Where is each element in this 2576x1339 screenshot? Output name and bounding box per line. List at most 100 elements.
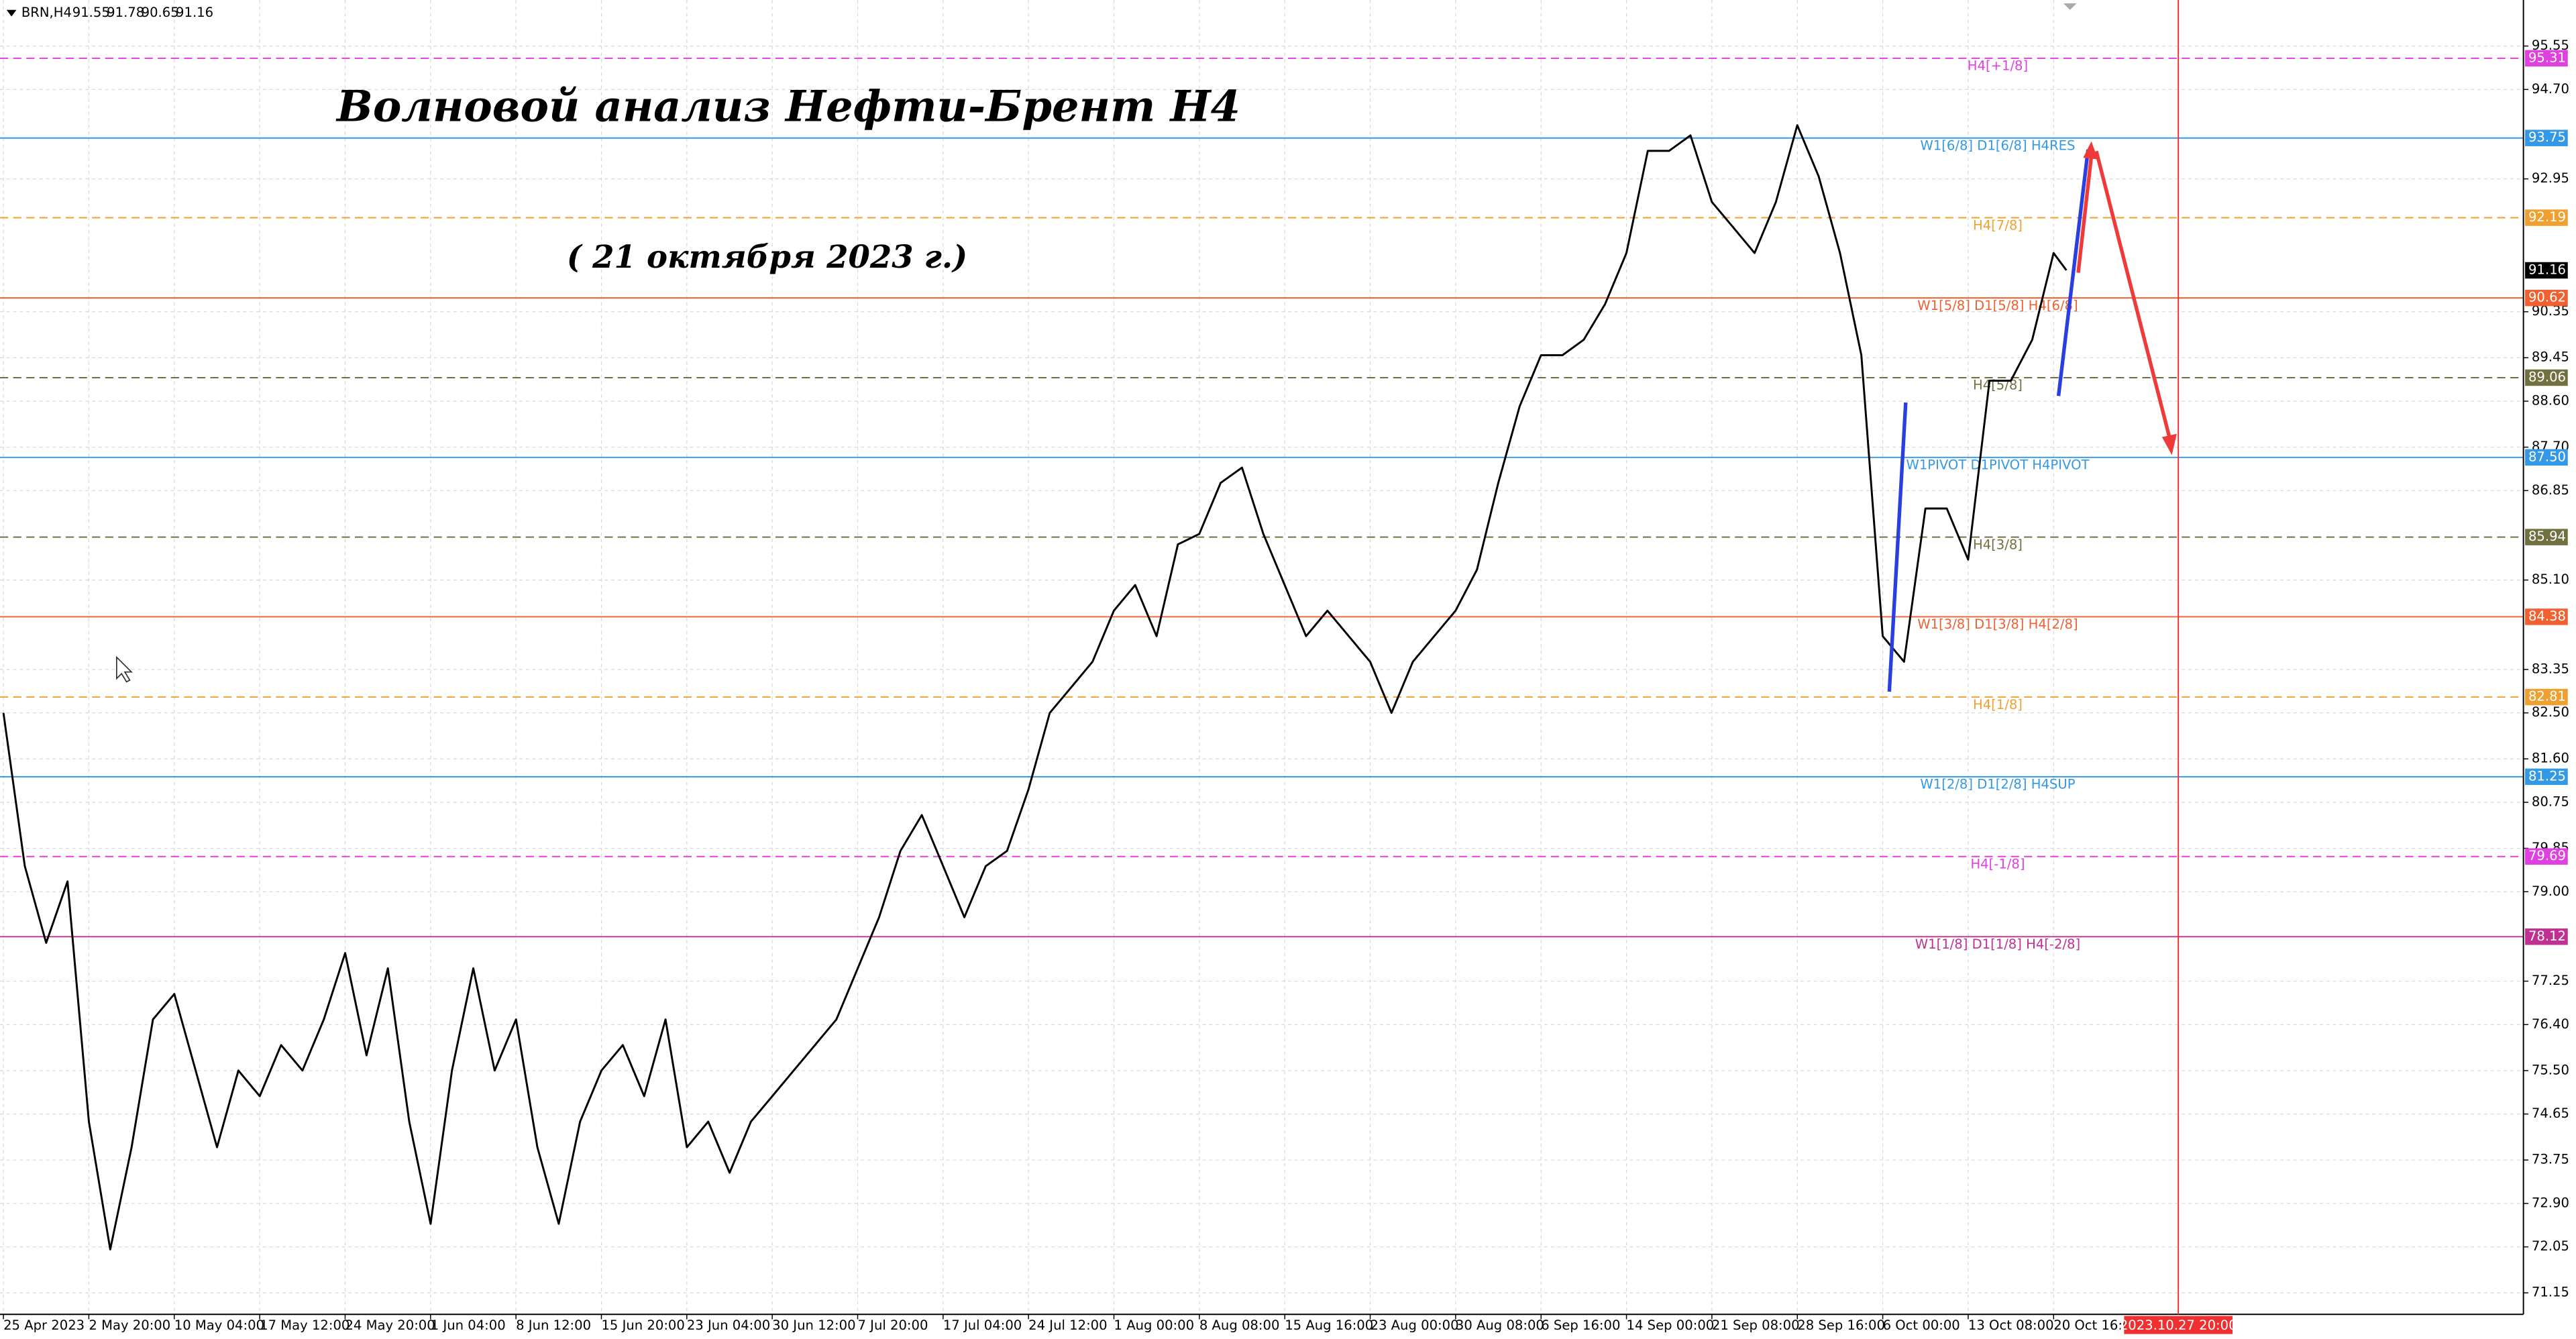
price-tag-label: 87.50: [2528, 449, 2566, 464]
x-tick-label: 24 May 20:00: [345, 1318, 435, 1333]
price-tag-label: 90.62: [2528, 290, 2566, 305]
price-tag: [2525, 688, 2568, 706]
scroll-marker[interactable]: [2063, 3, 2077, 10]
x-tick-label: 15 Aug 16:00: [1285, 1318, 1373, 1333]
price-tag-label: 89.06: [2528, 369, 2566, 384]
level-label: W1[5/8] D1[5/8] H4[6/8]: [1917, 298, 2078, 313]
y-tick-label: 95.55: [2532, 38, 2569, 53]
x-tick-label: 28 Sep 16:00: [1797, 1318, 1885, 1333]
x-tick-label: 8 Aug 08:00: [1199, 1318, 1280, 1333]
price-tag-label: 81.25: [2528, 768, 2566, 784]
price-tag: [2525, 529, 2568, 545]
ohlc-value: 91.55: [72, 5, 110, 20]
x-tick-label: 10 May 04:00: [174, 1318, 264, 1333]
last-price-label: 91.16: [2528, 262, 2566, 277]
menu-arrow[interactable]: [6, 9, 17, 17]
level-label: W1[6/8] D1[6/8] H4RES: [1920, 138, 2075, 153]
x-tick-label: 30 Aug 08:00: [1456, 1318, 1544, 1333]
level-label: H4[-1/8]: [1970, 856, 2025, 871]
x-tick-label: 15 Jun 20:00: [601, 1318, 684, 1333]
y-tick-label: 72.90: [2532, 1195, 2569, 1210]
price-tag-label: 92.19: [2528, 209, 2566, 225]
y-tick-label: 90.35: [2532, 303, 2569, 319]
y-tick-label: 89.45: [2532, 350, 2569, 365]
y-tick-label: 75.50: [2532, 1062, 2569, 1077]
price-tag-label: 95.31: [2528, 50, 2566, 65]
y-tick-label: 74.65: [2532, 1106, 2569, 1121]
x-tick-label: 23 Aug 00:00: [1371, 1318, 1459, 1333]
price-tag: [2525, 768, 2568, 786]
level-label: H4[1/8]: [1973, 697, 2023, 712]
forecast-arrow: [2076, 156, 2094, 273]
vertical-line-tag: [2124, 1316, 2233, 1334]
chart-title: Волновой анализ Нефти-Брент H4: [335, 82, 1240, 132]
grid: [0, 0, 2524, 1315]
level-label: H4[7/8]: [1973, 217, 2023, 233]
x-tick-label: 2 May 20:00: [89, 1318, 170, 1333]
arrow-head: [2161, 433, 2177, 456]
price-tag: [2525, 928, 2568, 945]
wave-line: [2056, 149, 2090, 396]
x-tick-label: 8 Jun 12:00: [516, 1318, 591, 1333]
price-tag-label: 93.75: [2528, 129, 2566, 145]
y-tick-label: 94.70: [2532, 81, 2569, 97]
x-tick-label: 14 Sep 00:00: [1627, 1318, 1715, 1333]
price-tag: [2525, 369, 2568, 386]
y-tick-label: 85.10: [2532, 572, 2569, 587]
symbol: BRN,H4: [21, 5, 72, 20]
y-tick-label: 81.60: [2532, 751, 2569, 766]
y-tick-label: 80.75: [2532, 794, 2569, 809]
price-tag: [2525, 209, 2568, 226]
price-tag-label: 78.12: [2528, 928, 2566, 944]
ohlc-value: 90.65: [142, 5, 179, 20]
price-tag-label: 85.94: [2528, 529, 2566, 544]
x-tick-label: 1 Aug 00:00: [1114, 1318, 1195, 1333]
level-label: W1PIVOT D1PIVOT H4PIVOT: [1906, 458, 2090, 473]
price-tag: [2525, 50, 2568, 67]
y-tick-label: 79.00: [2532, 883, 2569, 899]
price-tag-label: 79.69: [2528, 848, 2566, 863]
ohlc-value: 91.78: [107, 5, 144, 20]
arrow-head: [2083, 141, 2098, 160]
vertical-line-label: 2023.10.27 20:00: [2120, 1318, 2237, 1333]
wave-annotations: [1887, 141, 2177, 692]
price-tag: [2525, 848, 2568, 865]
x-tick-label: 20 Oct 16:00: [2053, 1318, 2139, 1333]
x-tick-label: 23 Jun 04:00: [687, 1318, 770, 1333]
level-label: W1[2/8] D1[2/8] H4SUP: [1920, 777, 2075, 792]
y-tick-label: 88.60: [2532, 393, 2569, 409]
y-tick-label: 76.40: [2532, 1016, 2569, 1032]
x-tick-label: 30 Jun 12:00: [772, 1318, 855, 1333]
y-tick-label: 72.05: [2532, 1238, 2569, 1254]
level-label: W1[3/8] D1[3/8] H4[2/8]: [1917, 617, 2078, 632]
price-tag: [2525, 129, 2568, 146]
price-line: [2, 124, 2068, 1250]
y-tick-label: 86.85: [2532, 482, 2569, 498]
x-tick-label: 6 Oct 00:00: [1883, 1318, 1960, 1333]
last-price-tag: [2525, 262, 2568, 279]
level-label: W1[1/8] D1[1/8] H4[-2/8]: [1915, 936, 2080, 952]
x-tick-label: 13 Oct 08:00: [1968, 1318, 2054, 1333]
x-tick-label: 1 Jun 04:00: [431, 1318, 506, 1333]
x-tick-label: 25 Apr 2023: [3, 1318, 85, 1333]
plot: [2, 124, 2068, 1250]
level-label: H4[3/8]: [1973, 537, 2023, 552]
wave-line: [1887, 402, 1908, 692]
levels: H4[+1/8] W1[6/8] D1[6/8] H4RES H4[7/8] W1[5…: [0, 57, 2524, 952]
mouse-cursor: [116, 655, 133, 683]
x-tick-label: 6 Sep 16:00: [1541, 1318, 1620, 1333]
price-tag: [2525, 608, 2568, 625]
level-label: H4[+1/8]: [1968, 58, 2028, 74]
x-tick-label: 24 Jul 12:00: [1028, 1318, 1107, 1333]
price-tag: [2525, 289, 2568, 307]
y-tick-label: 73.75: [2532, 1152, 2569, 1167]
x-tick-label: 21 Sep 08:00: [1712, 1318, 1800, 1333]
header: BRN,H4: [6, 5, 72, 20]
x-tick-label: 17 May 12:00: [260, 1318, 350, 1333]
y-tick-label: 82.50: [2532, 704, 2569, 720]
y-tick-label: 77.25: [2532, 973, 2569, 988]
chart-subtitle: ( 21 октября 2023 г.): [567, 238, 967, 275]
x-tick-label: 7 Jul 20:00: [857, 1318, 928, 1333]
forecast-arrow: [2094, 150, 2172, 441]
